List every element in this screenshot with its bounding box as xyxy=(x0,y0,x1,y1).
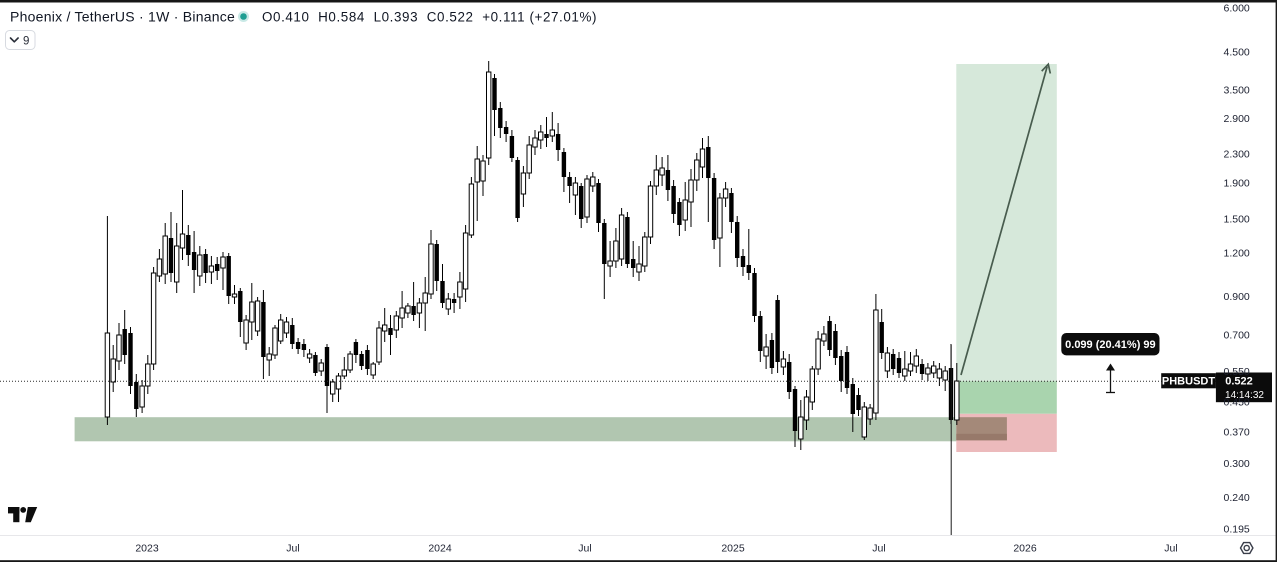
svg-text:1.900: 1.900 xyxy=(1224,178,1250,190)
svg-text:2023: 2023 xyxy=(135,543,159,555)
svg-text:Jul: Jul xyxy=(286,543,299,555)
svg-text:0.195: 0.195 xyxy=(1224,524,1250,536)
svg-text:O0.410 H0.584 L0.393 C0.522: O0.410 H0.584 L0.393 C0.522 +0.111 (+27.… xyxy=(262,9,597,24)
svg-text:9: 9 xyxy=(23,35,29,47)
svg-text:2.900: 2.900 xyxy=(1224,113,1250,125)
svg-text:2.300: 2.300 xyxy=(1224,149,1250,161)
svg-text:0.900: 0.900 xyxy=(1224,291,1250,303)
svg-text:2026: 2026 xyxy=(1013,543,1037,555)
svg-text:Phoenix / TetherUS · 1W · Bina: Phoenix / TetherUS · 1W · Binance xyxy=(10,9,235,25)
svg-text:2024: 2024 xyxy=(428,543,452,555)
svg-text:0.550: 0.550 xyxy=(1224,366,1250,378)
svg-text:0.522: 0.522 xyxy=(1225,375,1253,387)
svg-text:PHBUSDT: PHBUSDT xyxy=(1162,376,1215,388)
svg-text:0.370: 0.370 xyxy=(1224,426,1250,438)
svg-text:Jul: Jul xyxy=(1164,543,1177,555)
svg-text:4.500: 4.500 xyxy=(1224,46,1250,58)
svg-text:6.000: 6.000 xyxy=(1224,3,1250,15)
svg-text:0.300: 0.300 xyxy=(1224,458,1250,470)
svg-text:0.099 (20.41%) 99: 0.099 (20.41%) 99 xyxy=(1065,339,1156,351)
svg-text:1.500: 1.500 xyxy=(1224,214,1250,226)
svg-text:0.450: 0.450 xyxy=(1224,397,1250,409)
svg-text:14:14:32: 14:14:32 xyxy=(1225,390,1264,401)
svg-text:0.700: 0.700 xyxy=(1224,329,1250,341)
svg-text:1.200: 1.200 xyxy=(1224,247,1250,259)
svg-text:3.500: 3.500 xyxy=(1224,85,1250,97)
svg-text:Jul: Jul xyxy=(872,543,885,555)
svg-text:Jul: Jul xyxy=(578,543,591,555)
svg-text:2025: 2025 xyxy=(721,543,745,555)
svg-text:0.240: 0.240 xyxy=(1224,492,1250,504)
